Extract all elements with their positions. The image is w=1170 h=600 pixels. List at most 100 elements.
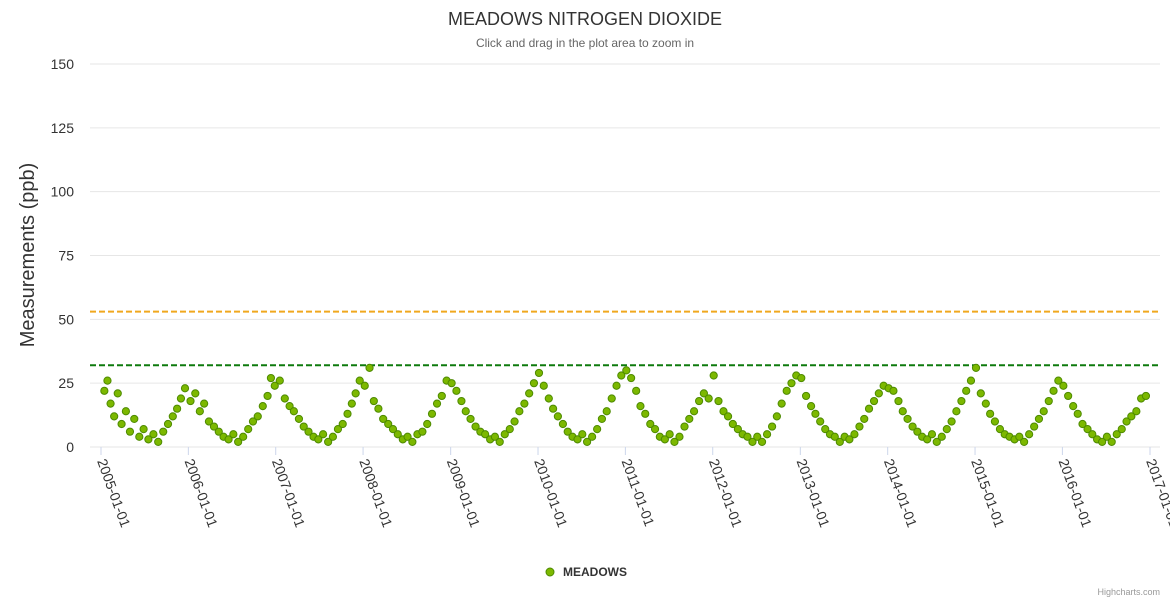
data-point[interactable] <box>578 430 587 439</box>
data-point[interactable] <box>159 427 168 436</box>
data-point[interactable] <box>995 425 1005 434</box>
data-point[interactable] <box>990 417 1000 426</box>
data-point[interactable] <box>903 414 912 424</box>
data-point[interactable] <box>328 432 338 441</box>
data-point[interactable] <box>214 427 223 436</box>
data-point[interactable] <box>719 407 728 416</box>
data-point[interactable] <box>689 407 699 416</box>
data-point[interactable] <box>285 402 294 411</box>
data-point[interactable] <box>971 363 981 372</box>
data-point[interactable] <box>539 381 548 390</box>
data-point[interactable] <box>913 427 922 436</box>
data-point[interactable] <box>319 430 328 439</box>
data-point[interactable] <box>229 430 238 439</box>
data-point[interactable] <box>481 430 490 439</box>
data-point[interactable] <box>106 399 115 408</box>
data-point[interactable] <box>894 396 903 406</box>
data-point[interactable] <box>1015 432 1024 441</box>
data-point[interactable] <box>388 425 398 434</box>
data-point[interactable] <box>748 437 757 446</box>
data-point[interactable] <box>597 414 607 424</box>
data-point[interactable] <box>304 427 313 436</box>
data-point[interactable] <box>100 386 109 395</box>
data-point[interactable] <box>432 399 442 408</box>
data-point[interactable] <box>515 407 524 416</box>
data-point[interactable] <box>650 425 660 434</box>
data-point[interactable] <box>641 409 650 418</box>
data-point[interactable] <box>471 422 480 431</box>
data-point[interactable] <box>253 412 262 421</box>
data-point[interactable] <box>927 430 937 439</box>
data-point[interactable] <box>728 419 737 429</box>
data-point[interactable] <box>811 409 820 418</box>
data-point[interactable] <box>289 407 299 416</box>
data-point[interactable] <box>602 407 611 416</box>
data-point[interactable] <box>139 425 148 434</box>
data-point[interactable] <box>777 399 786 408</box>
data-point[interactable] <box>553 412 562 421</box>
data-point[interactable] <box>1107 437 1116 446</box>
data-point[interactable] <box>149 430 158 439</box>
data-point[interactable] <box>437 391 446 401</box>
data-point[interactable] <box>612 381 621 390</box>
data-point[interactable] <box>889 386 898 395</box>
data-point[interactable] <box>154 437 163 446</box>
data-point[interactable] <box>860 414 869 424</box>
data-point[interactable] <box>1049 386 1058 395</box>
data-point[interactable] <box>1025 430 1034 439</box>
data-point[interactable] <box>333 425 343 434</box>
data-point[interactable] <box>782 386 791 395</box>
series-meadows[interactable] <box>100 363 1151 446</box>
data-point[interactable] <box>1030 422 1039 431</box>
data-point[interactable] <box>830 432 839 441</box>
data-point[interactable] <box>966 376 976 385</box>
data-point[interactable] <box>835 437 844 446</box>
data-point[interactable] <box>173 404 182 413</box>
data-point[interactable] <box>176 394 186 403</box>
data-point[interactable] <box>1054 376 1063 385</box>
data-point[interactable] <box>135 432 144 441</box>
data-point[interactable] <box>125 427 135 436</box>
data-point[interactable] <box>1059 381 1068 390</box>
data-point[interactable] <box>850 430 859 439</box>
data-point[interactable] <box>743 432 752 441</box>
data-point[interactable] <box>1102 432 1112 441</box>
data-point[interactable] <box>266 373 276 383</box>
data-point[interactable] <box>797 373 806 383</box>
data-point[interactable] <box>1064 391 1073 401</box>
data-point[interactable] <box>942 425 951 434</box>
data-point[interactable] <box>957 396 966 406</box>
data-point[interactable] <box>338 419 347 429</box>
data-point[interactable] <box>952 407 961 416</box>
data-point[interactable] <box>324 437 333 446</box>
data-point[interactable] <box>685 414 694 424</box>
data-point[interactable] <box>490 432 500 441</box>
legend-item-meadows[interactable]: MEADOWS <box>563 565 627 579</box>
data-point[interactable] <box>986 409 995 418</box>
data-point[interactable] <box>1078 419 1087 429</box>
data-point[interactable] <box>360 381 369 390</box>
data-point[interactable] <box>270 381 279 390</box>
data-point[interactable] <box>908 422 917 431</box>
data-point[interactable] <box>186 396 195 406</box>
data-point[interactable] <box>1141 391 1151 401</box>
data-point[interactable] <box>418 427 427 436</box>
data-point[interactable] <box>355 376 364 385</box>
data-point[interactable] <box>365 363 374 372</box>
data-point[interactable] <box>275 376 284 385</box>
data-point[interactable] <box>962 386 971 395</box>
data-point[interactable] <box>505 425 514 434</box>
data-point[interactable] <box>299 422 308 431</box>
data-point[interactable] <box>573 435 582 444</box>
data-point[interactable] <box>374 404 383 413</box>
data-point[interactable] <box>757 437 767 446</box>
data-point[interactable] <box>461 407 470 416</box>
data-point[interactable] <box>234 437 243 446</box>
data-point[interactable] <box>869 396 879 406</box>
data-point[interactable] <box>646 419 655 429</box>
data-point[interactable] <box>704 394 713 403</box>
data-point[interactable] <box>163 419 173 429</box>
data-point[interactable] <box>351 389 360 398</box>
data-point[interactable] <box>495 437 504 446</box>
data-point[interactable] <box>1044 396 1053 406</box>
